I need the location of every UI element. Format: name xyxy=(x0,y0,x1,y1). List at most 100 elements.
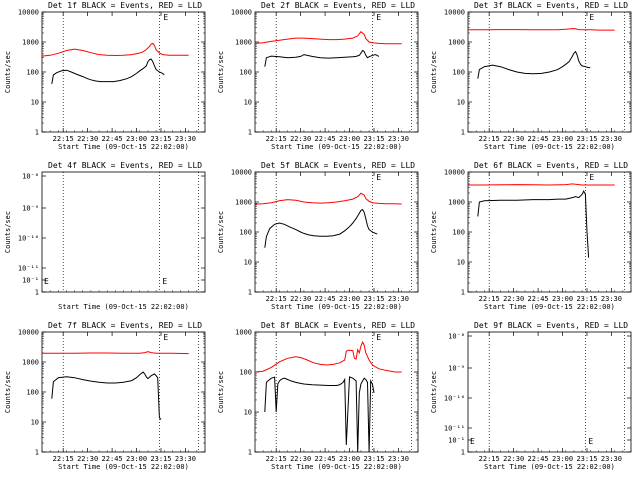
event-marker-letter: E xyxy=(44,277,49,286)
detector-panel-7: Det 7f BLACK = Events, RED = LLD 1 10 100 10… xyxy=(0,320,213,480)
y-tick-label: 10⁻¹¹ xyxy=(18,265,39,273)
event-marker-letter: E xyxy=(588,437,593,446)
plot-frame xyxy=(41,11,206,133)
x-tick-label: 23:15 xyxy=(576,455,597,463)
lld-series-line xyxy=(42,351,189,355)
lld-series-line xyxy=(254,340,402,373)
detector-panel-6: Det 6f BLACK = Events, RED = LLD 1 10 100 10… xyxy=(426,160,639,320)
y-tick-label: 10⁻⁹ xyxy=(448,365,465,373)
y-tick-label: 1 xyxy=(248,449,252,457)
y-tick-label: 10000 xyxy=(18,9,39,17)
events-series-line xyxy=(51,371,162,420)
y-tick-label: 10⁻⁸ xyxy=(22,173,39,181)
event-marker-letter: E xyxy=(376,333,381,342)
y-axis-label: Counts/sec xyxy=(217,51,225,93)
x-tick-label: 22:15 xyxy=(266,455,287,463)
y-axis-label: Counts/sec xyxy=(430,51,438,93)
detector-chart-svg: Det 8f BLACK = Events, RED = LLD 1 10 100 10… xyxy=(217,321,419,471)
x-tick-label: 22:45 xyxy=(315,135,336,143)
x-tick-label: 23:30 xyxy=(601,455,622,463)
chart-title: Det 8f BLACK = Events, RED = LLD xyxy=(261,321,415,330)
y-tick-label: 10 xyxy=(244,409,252,417)
x-tick-label: 22:15 xyxy=(266,135,287,143)
x-axis-label: Start Time (09-Oct-15 22:02:00) xyxy=(484,463,615,471)
y-tick-label: 10000 xyxy=(444,169,465,177)
chart-title: Det 4f BLACK = Events, RED = LLD xyxy=(48,161,202,170)
events-series-line xyxy=(264,208,378,248)
y-tick-label: 1 xyxy=(35,449,39,457)
y-tick-label: 100 xyxy=(452,69,465,77)
y-tick-label: 100 xyxy=(239,69,252,77)
x-axis-label: Start Time (09-Oct-15 22:02:00) xyxy=(58,143,189,151)
y-tick-label: 10⁻¹⁰ xyxy=(444,395,465,403)
y-tick-label: 10 xyxy=(244,99,252,107)
chart-title: Det 1f BLACK = Events, RED = LLD xyxy=(48,1,202,10)
y-axis-label: Counts/sec xyxy=(217,211,225,253)
events-series-line xyxy=(264,376,375,453)
y-tick-label: 100 xyxy=(26,389,39,397)
lld-series-line xyxy=(41,42,189,57)
chart-title: Det 7f BLACK = Events, RED = LLD xyxy=(48,321,202,330)
y-tick-label: 100 xyxy=(239,229,252,237)
y-tick-label: 10 xyxy=(31,99,39,107)
x-tick-label: 23:15 xyxy=(576,135,597,143)
detector-panel-5: Det 5f BLACK = Events, RED = LLD 1 10 100 10… xyxy=(213,160,426,320)
event-marker-letter: E xyxy=(470,437,475,446)
y-tick-label: 1000 xyxy=(22,39,39,47)
x-tick-label: 22:30 xyxy=(503,455,524,463)
x-axis-label: Start Time (09-Oct-15 22:02:00) xyxy=(271,463,402,471)
x-tick-label: 23:30 xyxy=(175,135,196,143)
y-tick-label: 10⁻⁹ xyxy=(22,205,39,213)
detector-chart-svg: Det 3f BLACK = Events, RED = LLD 1 10 100 10… xyxy=(430,1,632,151)
y-tick-label: 100 xyxy=(26,69,39,77)
detector-panel-9: Det 9f BLACK = Events, RED = LLD 10⁻⁸ 10⁻⁹… xyxy=(426,320,639,480)
detector-panel-4: Det 4f BLACK = Events, RED = LLD 10⁻⁸ 10⁻⁹… xyxy=(0,160,213,320)
x-tick-label: 22:15 xyxy=(266,295,287,303)
chart-title: Det 6f BLACK = Events, RED = LLD xyxy=(474,161,628,170)
y-tick-label: 1000 xyxy=(235,329,252,337)
y-tick-label: 1 xyxy=(35,129,39,137)
x-tick-label: 23:00 xyxy=(126,135,147,143)
y-tick-label: 10 xyxy=(457,99,465,107)
x-tick-label: 22:30 xyxy=(503,135,524,143)
x-tick-label: 23:00 xyxy=(339,135,360,143)
chart-title: Det 9f BLACK = Events, RED = LLD xyxy=(474,321,628,330)
y-axis-label: Counts/sec xyxy=(430,371,438,413)
x-axis-label: Start Time (09-Oct-15 22:02:00) xyxy=(484,303,615,311)
events-series-line xyxy=(264,49,380,67)
plot-frame xyxy=(254,331,419,453)
y-tick-label: 10⁻¹ xyxy=(448,437,465,445)
chart-title: Det 5f BLACK = Events, RED = LLD xyxy=(261,161,415,170)
x-tick-label: 23:15 xyxy=(363,295,384,303)
events-series-line xyxy=(477,50,591,79)
lld-series-line xyxy=(254,30,402,45)
x-tick-label: 23:30 xyxy=(388,135,409,143)
y-tick-label: 1 xyxy=(461,449,465,457)
lld-series-line xyxy=(468,28,615,31)
y-tick-label: 1 xyxy=(461,129,465,137)
plot-frame xyxy=(254,171,419,293)
event-marker-letter: E xyxy=(589,173,594,182)
y-tick-label: 1 xyxy=(248,129,252,137)
plot-frame xyxy=(467,171,632,293)
y-tick-label: 10⁻¹ xyxy=(22,277,39,285)
x-tick-label: 22:45 xyxy=(528,455,549,463)
chart-title: Det 2f BLACK = Events, RED = LLD xyxy=(261,1,415,10)
detector-chart-svg: Det 6f BLACK = Events, RED = LLD 1 10 100 10… xyxy=(430,161,632,311)
y-tick-label: 10000 xyxy=(231,169,252,177)
x-tick-label: 22:45 xyxy=(528,295,549,303)
x-tick-label: 22:30 xyxy=(77,135,98,143)
chart-title: Det 3f BLACK = Events, RED = LLD xyxy=(474,1,628,10)
event-marker-letter: E xyxy=(376,173,381,182)
x-tick-label: 22:15 xyxy=(53,135,74,143)
y-tick-label: 10 xyxy=(31,419,39,427)
detector-panel-2: Det 2f BLACK = Events, RED = LLD 1 10 100 10… xyxy=(213,0,426,160)
x-tick-label: 22:15 xyxy=(53,455,74,463)
detector-chart-svg: Det 9f BLACK = Events, RED = LLD 10⁻⁸ 10⁻⁹… xyxy=(430,321,632,471)
x-tick-label: 22:15 xyxy=(479,295,500,303)
plot-frame xyxy=(254,11,419,133)
detector-panel-8: Det 8f BLACK = Events, RED = LLD 1 10 100 10… xyxy=(213,320,426,480)
x-tick-label: 22:45 xyxy=(102,455,123,463)
detector-panel-1: Det 1f BLACK = Events, RED = LLD 1 10 100 10… xyxy=(0,0,213,160)
